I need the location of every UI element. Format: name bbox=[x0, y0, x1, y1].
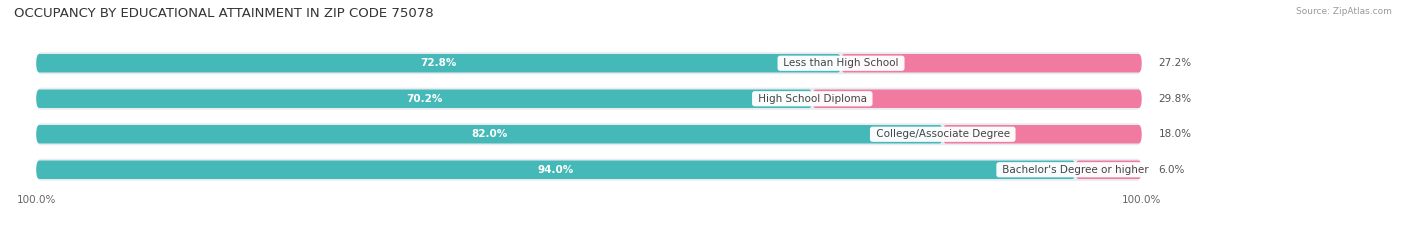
Text: 70.2%: 70.2% bbox=[406, 94, 443, 104]
FancyBboxPatch shape bbox=[37, 54, 841, 72]
Text: 94.0%: 94.0% bbox=[537, 165, 574, 175]
Text: 29.8%: 29.8% bbox=[1159, 94, 1191, 104]
Text: 72.8%: 72.8% bbox=[420, 58, 457, 68]
FancyBboxPatch shape bbox=[813, 89, 1142, 108]
Text: 27.2%: 27.2% bbox=[1159, 58, 1191, 68]
Text: Source: ZipAtlas.com: Source: ZipAtlas.com bbox=[1296, 7, 1392, 16]
FancyBboxPatch shape bbox=[37, 125, 943, 144]
Text: Bachelor's Degree or higher: Bachelor's Degree or higher bbox=[1000, 165, 1152, 175]
FancyBboxPatch shape bbox=[1076, 161, 1142, 179]
FancyBboxPatch shape bbox=[37, 87, 1142, 111]
Text: 82.0%: 82.0% bbox=[471, 129, 508, 139]
FancyBboxPatch shape bbox=[37, 51, 1142, 75]
FancyBboxPatch shape bbox=[37, 89, 813, 108]
Text: College/Associate Degree: College/Associate Degree bbox=[873, 129, 1012, 139]
Text: High School Diploma: High School Diploma bbox=[755, 94, 870, 104]
FancyBboxPatch shape bbox=[37, 122, 1142, 146]
Text: 18.0%: 18.0% bbox=[1159, 129, 1191, 139]
FancyBboxPatch shape bbox=[841, 54, 1142, 72]
Text: 6.0%: 6.0% bbox=[1159, 165, 1185, 175]
FancyBboxPatch shape bbox=[37, 161, 1076, 179]
Text: OCCUPANCY BY EDUCATIONAL ATTAINMENT IN ZIP CODE 75078: OCCUPANCY BY EDUCATIONAL ATTAINMENT IN Z… bbox=[14, 7, 433, 20]
Text: Less than High School: Less than High School bbox=[780, 58, 901, 68]
FancyBboxPatch shape bbox=[37, 158, 1142, 182]
FancyBboxPatch shape bbox=[943, 125, 1142, 144]
